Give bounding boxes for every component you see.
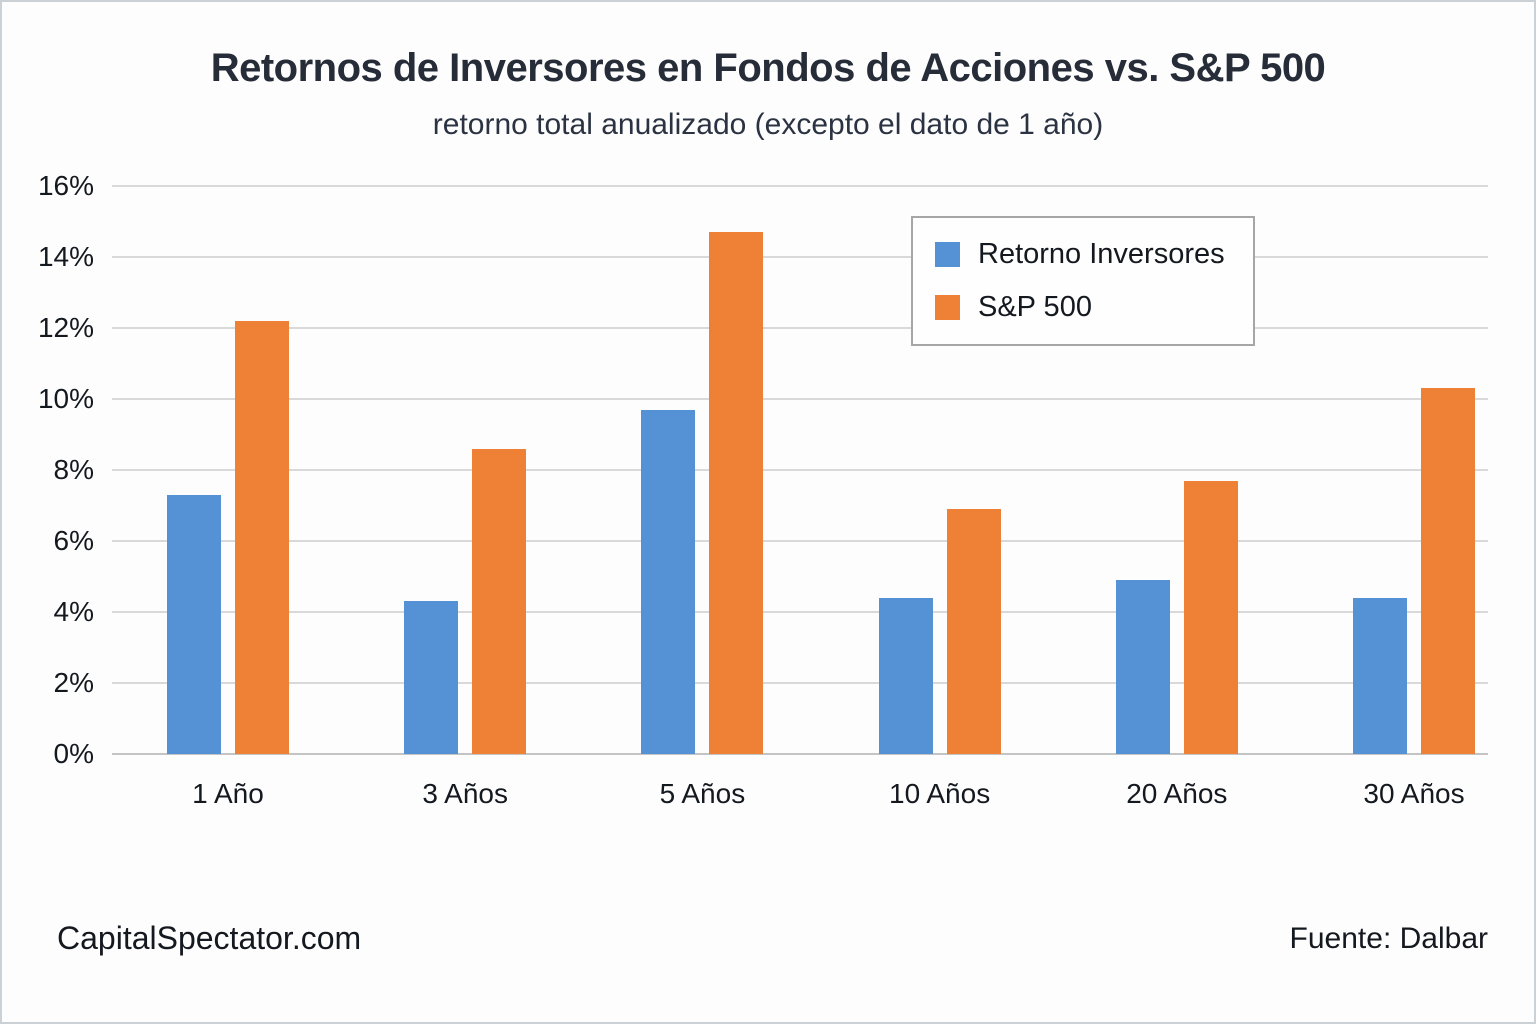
- y-tick-label: 2%: [53, 667, 94, 698]
- bar: [709, 232, 764, 754]
- y-tick-label: 0%: [53, 738, 94, 769]
- bar: [472, 448, 527, 754]
- x-tick-label: 10 Años: [888, 778, 991, 809]
- y-tick-label: 12%: [37, 312, 94, 343]
- y-tick-label: 14%: [37, 241, 94, 272]
- gridline: [112, 398, 1488, 400]
- gridline: [112, 256, 1488, 258]
- chart-title: Retornos de Inversores en Fondos de Acci…: [210, 46, 1326, 90]
- x-tick-label: 30 Años: [1363, 778, 1465, 809]
- bar: [404, 601, 459, 754]
- x-tick-label: 1 Año: [192, 778, 264, 809]
- gridline: [112, 682, 1488, 684]
- bar: [1115, 580, 1170, 754]
- y-tick-label: 16%: [37, 170, 94, 201]
- legend-label: Retorno Inversores: [978, 238, 1225, 270]
- legend-item-sp500: S&P 500: [935, 291, 1253, 324]
- bar: [1353, 597, 1407, 754]
- legend-label: S&P 500: [978, 291, 1092, 323]
- gridline: [112, 753, 1488, 755]
- legend-swatch-retorno-inversores-icon: [935, 242, 960, 267]
- y-tick-label: 8%: [53, 454, 94, 485]
- y-tick-label: 4%: [53, 596, 94, 627]
- gridline: [112, 540, 1488, 542]
- footer-source: Fuente: Dalbar: [1289, 922, 1488, 955]
- x-tick-label: 5 Años: [659, 778, 746, 809]
- bar: [1183, 480, 1238, 754]
- bar: [167, 494, 221, 754]
- y-tick-label: 10%: [37, 383, 94, 414]
- x-tick-label: 20 Años: [1126, 778, 1228, 809]
- y-tick-label: 6%: [53, 525, 94, 556]
- chart-legend: Retorno Inversores S&P 500: [911, 216, 1255, 346]
- plot-area: Retorno Inversores S&P 500 0% 2% 4% 6% 8% 10%…: [38, 170, 1488, 809]
- gridline: [112, 469, 1488, 471]
- gridline: [112, 611, 1488, 613]
- legend-swatch-sp500-icon: [935, 295, 960, 320]
- bar: [1421, 388, 1475, 754]
- x-tick-label: 3 Años: [422, 778, 509, 809]
- bar: [235, 320, 289, 754]
- bar: [878, 597, 933, 754]
- bar: [641, 409, 696, 754]
- bar: [946, 509, 1001, 754]
- gridline: [112, 327, 1488, 329]
- chart-subtitle: retorno total anualizado (excepto el dat…: [432, 108, 1104, 141]
- footer-credit: CapitalSpectator.com: [57, 920, 362, 956]
- legend-item-retorno-inversores: Retorno Inversores: [935, 238, 1253, 271]
- gridline: [112, 185, 1488, 187]
